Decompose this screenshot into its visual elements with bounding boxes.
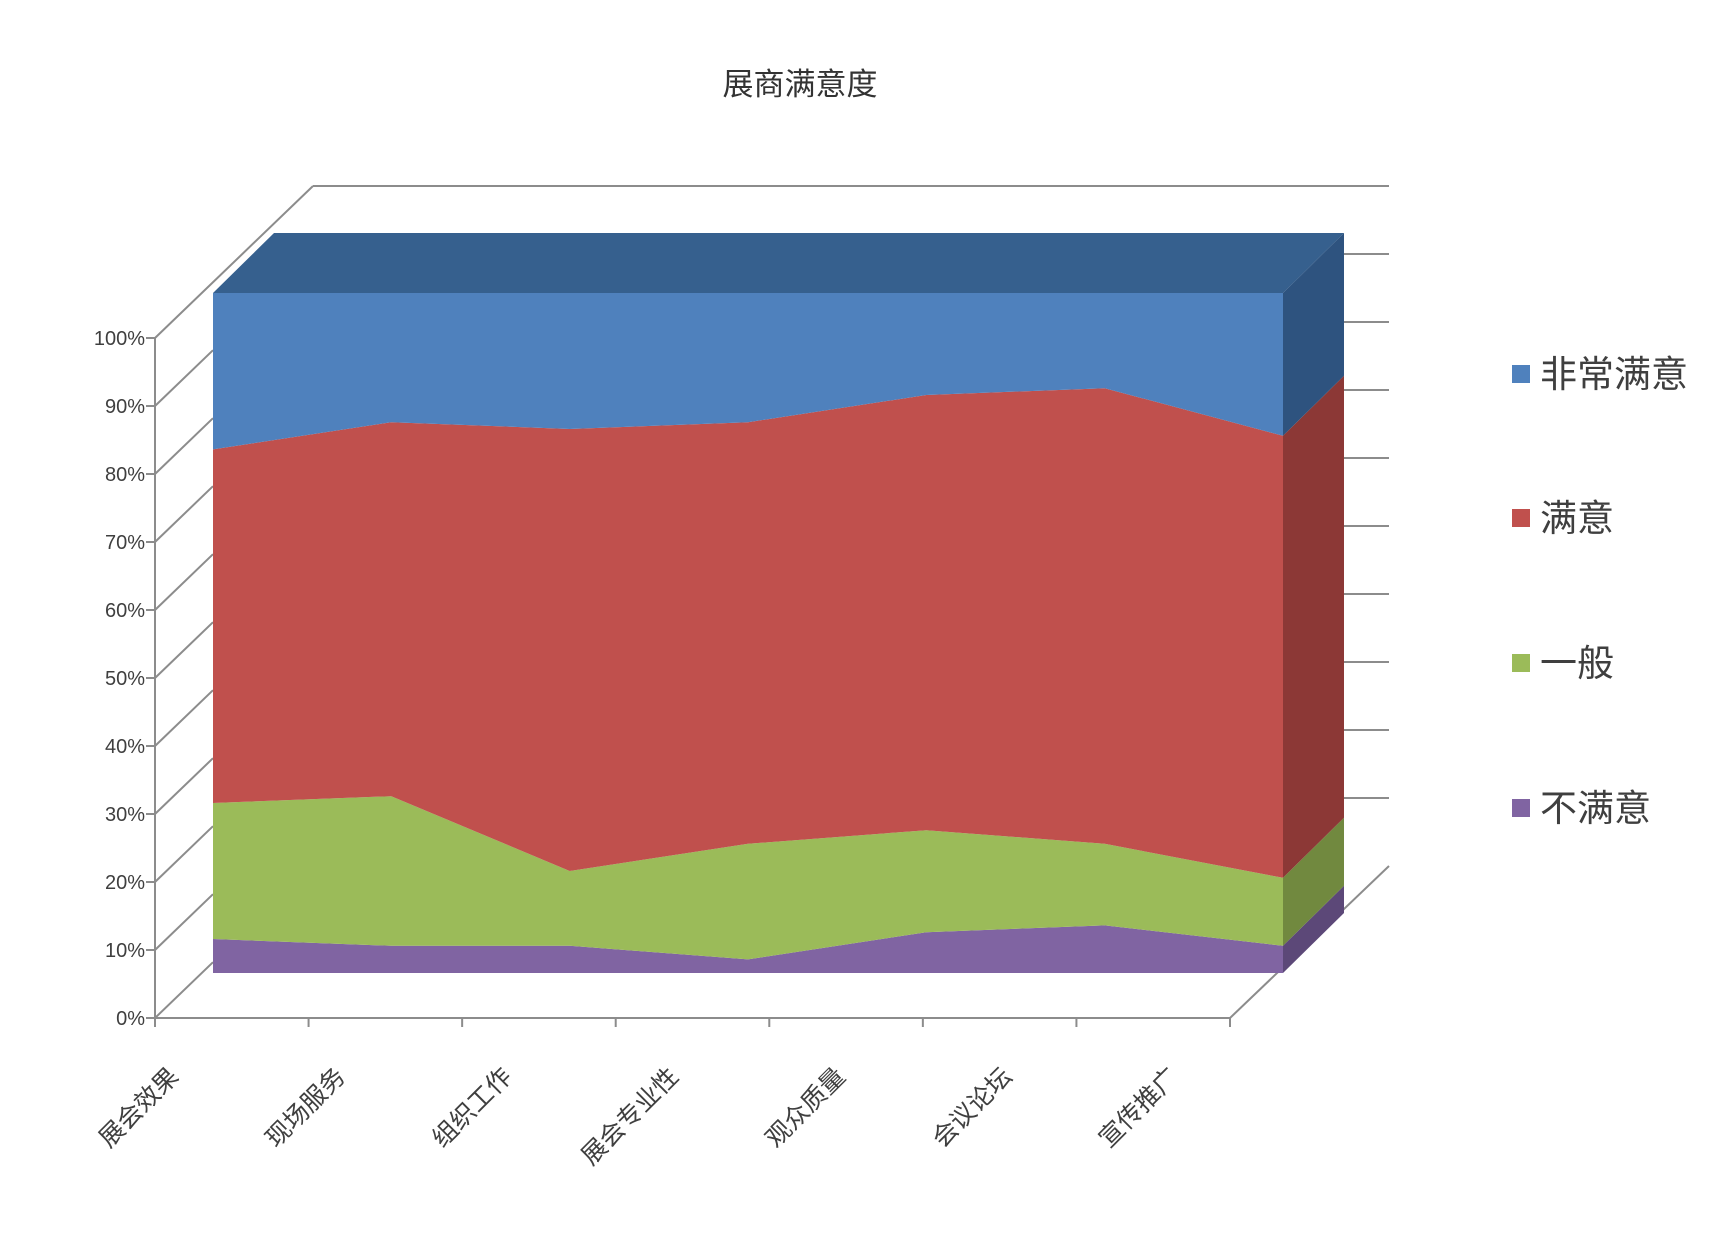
area-band-neutral — [213, 796, 1283, 960]
chart-3d-ribbon — [213, 233, 1344, 973]
left-wall-gridline — [154, 757, 214, 815]
legend-item-neutral: 一般 — [1512, 643, 1614, 684]
left-wall-gridline — [154, 621, 214, 679]
value-axis-tick-label: 40% — [105, 736, 145, 758]
legend-marker-very-satisfied — [1512, 365, 1530, 383]
legend-item-satisfied: 满意 — [1512, 498, 1614, 539]
ribbon-side-face-very-satisfied — [1283, 233, 1344, 436]
legend-marker-dissatisfied — [1512, 799, 1530, 817]
left-wall-gridline — [154, 825, 214, 883]
area-band-satisfied — [213, 388, 1283, 878]
left-wall-gridline — [154, 485, 214, 543]
value-axis-tick-label: 80% — [105, 464, 145, 486]
category-label: 现场服务 — [260, 1062, 351, 1153]
left-wall-gridline — [154, 689, 214, 747]
ribbon-side-face-dissatisfied — [1283, 885, 1344, 973]
value-axis-tick-label: 70% — [105, 532, 145, 554]
value-axis-tick-label: 60% — [105, 600, 145, 622]
category-label: 宣传推广 — [1094, 1062, 1185, 1153]
ribbon-side-face-neutral — [1283, 817, 1344, 946]
legend-item-dissatisfied: 不满意 — [1512, 788, 1651, 829]
area-band-dissatisfied — [213, 925, 1283, 973]
category-label: 观众质量 — [760, 1062, 851, 1153]
chart-title: 展商满意度 — [723, 67, 878, 102]
wall-top-left-edge — [154, 185, 314, 339]
value-axis-tick-label: 10% — [105, 940, 145, 962]
category-label: 会议论坛 — [927, 1062, 1018, 1153]
category-label: 展会专业性 — [576, 1062, 684, 1170]
value-axis-tick-label: 30% — [105, 804, 145, 826]
value-axis-tick-label: 90% — [105, 396, 145, 418]
legend-item-very-satisfied: 非常满意 — [1512, 354, 1688, 395]
left-wall-gridline — [154, 349, 214, 407]
value-axis-tick-label: 50% — [105, 668, 145, 690]
value-axis-tick-label: 100% — [94, 328, 145, 350]
legend-marker-satisfied — [1512, 509, 1530, 527]
legend-marker-neutral — [1512, 654, 1530, 672]
value-axis-tick-label: 0% — [116, 1008, 145, 1030]
legend-label-satisfied: 满意 — [1540, 498, 1614, 539]
category-label: 展会效果 — [94, 1062, 185, 1153]
legend-label-very-satisfied: 非常满意 — [1540, 354, 1688, 395]
ribbon-side-face-satisfied — [1283, 375, 1344, 878]
chart-walls — [146, 185, 1390, 1027]
ribbon-top-face — [213, 233, 1344, 293]
legend-label-dissatisfied: 不满意 — [1540, 788, 1651, 829]
category-label: 组织工作 — [427, 1062, 518, 1153]
left-wall-gridline — [154, 961, 214, 1019]
legend-label-neutral: 一般 — [1540, 643, 1614, 684]
left-wall-gridline — [154, 417, 214, 475]
value-axis-tick-label: 20% — [105, 872, 145, 894]
left-wall-gridline — [154, 553, 214, 611]
area-band-very-satisfied — [213, 293, 1283, 450]
left-wall-gridline — [154, 893, 214, 951]
